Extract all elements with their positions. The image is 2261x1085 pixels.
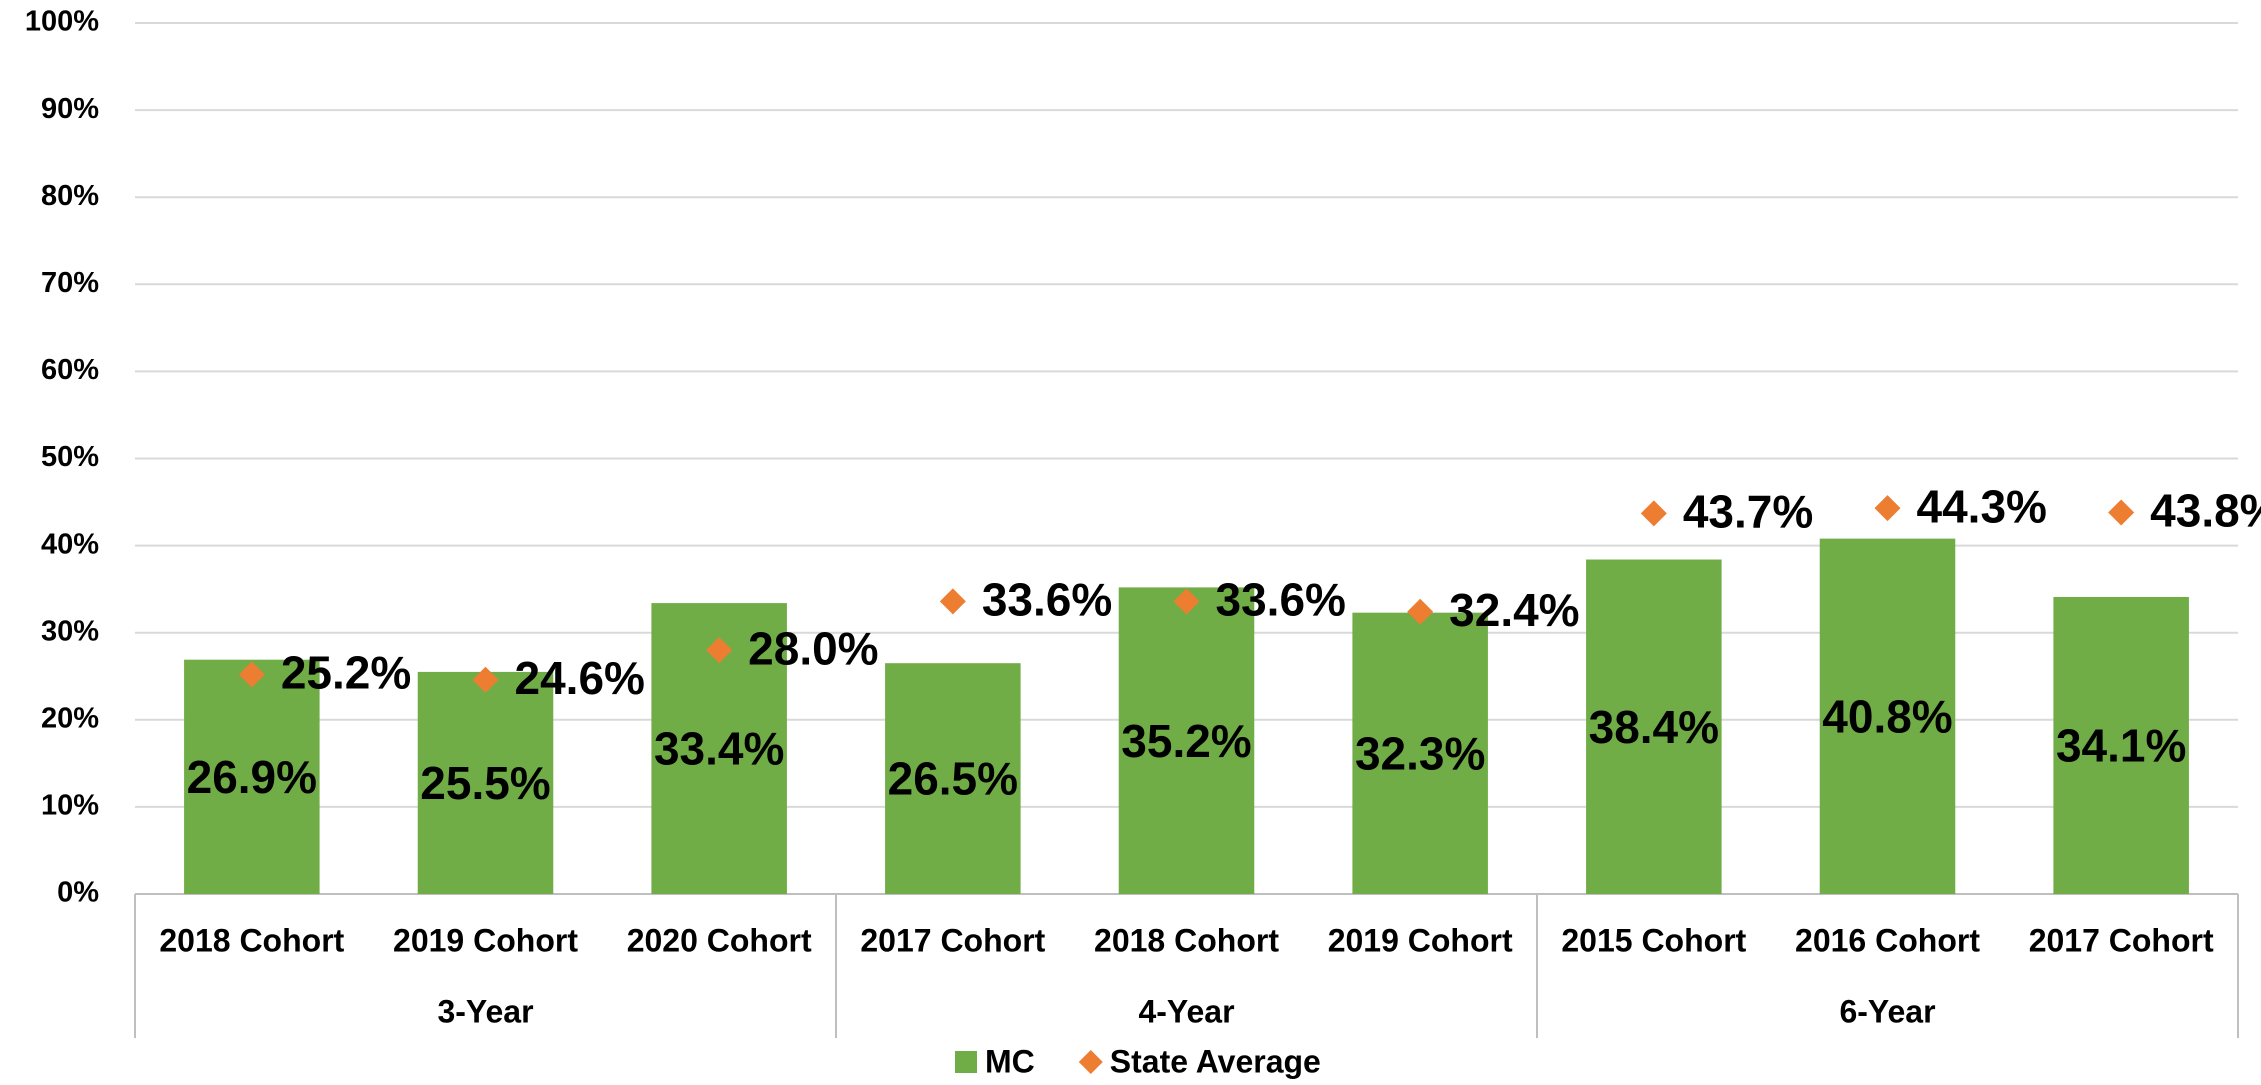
marker — [1173, 588, 1200, 615]
bar — [1352, 612, 1488, 894]
bar — [1118, 587, 1255, 894]
bar-value-label: 38.4% — [1589, 701, 1719, 753]
y-tick-label: 70% — [41, 267, 99, 299]
bar — [885, 663, 1021, 894]
marker — [706, 637, 733, 664]
group-label: 6-Year — [1839, 993, 1935, 1029]
x-tick-label: 2017 Cohort — [860, 922, 1045, 958]
bar-value-label: 35.2% — [1121, 715, 1251, 767]
marker-value-label: 28.0% — [748, 622, 878, 674]
marker-value-label: 33.6% — [982, 574, 1112, 626]
y-tick-label: 40% — [41, 528, 99, 560]
marker — [1874, 495, 1901, 522]
marker-value-label: 43.7% — [1683, 486, 1813, 538]
y-tick-label: 60% — [41, 354, 99, 386]
y-tick-label: 20% — [41, 702, 99, 734]
marker-value-label: 33.6% — [1216, 574, 1346, 626]
marker-value-label: 25.2% — [281, 647, 411, 699]
legend-swatch — [1078, 1050, 1103, 1074]
marker — [472, 666, 499, 693]
bar — [1586, 559, 1722, 894]
marker-value-label: 44.3% — [1917, 480, 2047, 532]
x-tick-label: 2018 Cohort — [1094, 922, 1279, 958]
legend-swatch — [955, 1051, 977, 1073]
marker — [1407, 598, 1434, 625]
bar-value-label: 40.8% — [1822, 690, 1952, 742]
bar — [417, 671, 554, 894]
marker — [939, 588, 966, 615]
y-tick-label: 10% — [41, 790, 99, 822]
y-tick-label: 100% — [25, 6, 99, 38]
x-tick-label: 2015 Cohort — [1561, 922, 1746, 958]
marker-value-label: 24.6% — [515, 652, 645, 704]
marker — [238, 661, 265, 688]
group-label: 4-Year — [1138, 993, 1234, 1029]
bar — [2053, 596, 2189, 894]
marker-value-label: 32.4% — [1449, 584, 1579, 636]
y-tick-label: 30% — [41, 615, 99, 647]
legend-label: State Average — [1110, 1043, 1321, 1079]
y-tick-label: 80% — [41, 180, 99, 212]
y-tick-label: 50% — [41, 441, 99, 473]
x-tick-label: 2020 Cohort — [627, 922, 812, 958]
x-tick-label: 2019 Cohort — [1328, 922, 1513, 958]
x-tick-label: 2017 Cohort — [2029, 922, 2214, 958]
bar-value-label: 32.3% — [1355, 727, 1485, 779]
marker — [2108, 499, 2135, 526]
y-tick-label: 90% — [41, 93, 99, 125]
legend-label: MC — [985, 1043, 1035, 1079]
bar-value-label: 25.5% — [420, 757, 550, 809]
y-tick-label: 0% — [57, 877, 99, 909]
marker-value-label: 43.8% — [2150, 485, 2261, 537]
bar-value-label: 33.4% — [654, 723, 784, 775]
bar — [1819, 538, 1956, 894]
bar-value-label: 26.9% — [187, 751, 317, 803]
bar-value-label: 26.5% — [888, 753, 1018, 805]
bar-value-label: 34.1% — [2056, 720, 2186, 772]
x-tick-label: 2016 Cohort — [1795, 922, 1980, 958]
bar — [184, 659, 320, 894]
group-label: 3-Year — [437, 993, 533, 1029]
x-tick-label: 2019 Cohort — [393, 922, 578, 958]
x-tick-label: 2018 Cohort — [159, 922, 344, 958]
marker — [1640, 500, 1667, 527]
